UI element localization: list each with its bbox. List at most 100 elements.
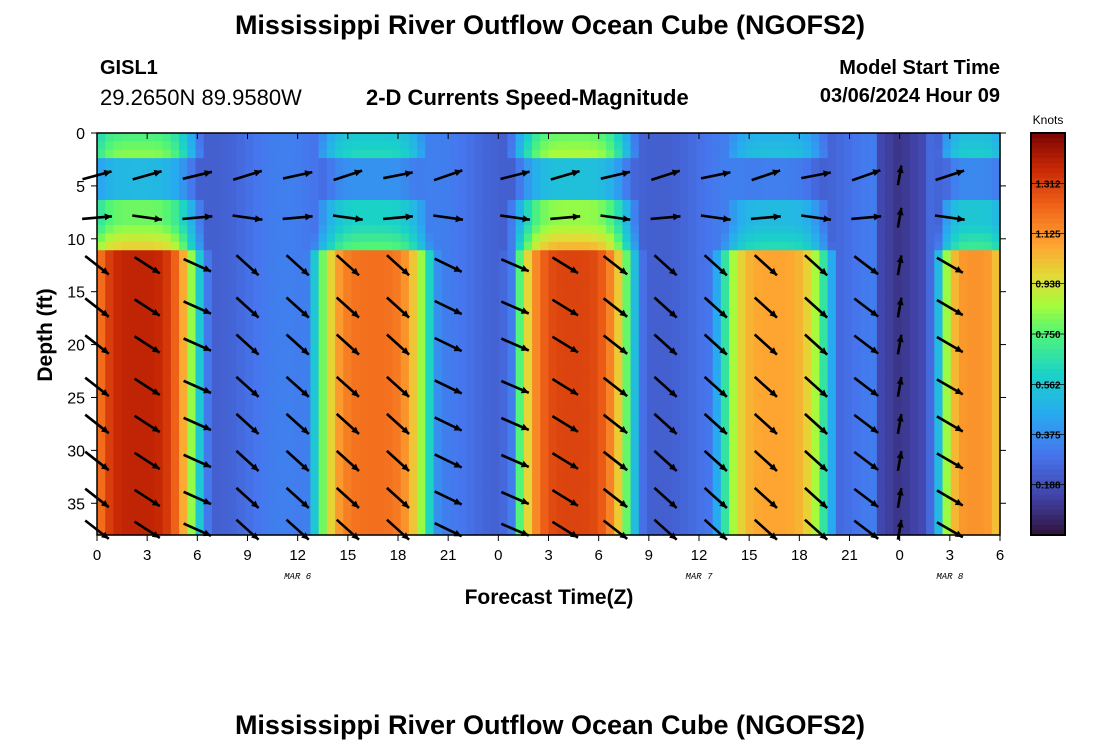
- heatmap-cell: [138, 292, 147, 302]
- heatmap-cell: [220, 384, 229, 394]
- heatmap-cell: [827, 283, 837, 293]
- heatmap-cell: [655, 250, 665, 260]
- heatmap-cell: [737, 409, 747, 419]
- heatmap-cell: [482, 468, 492, 477]
- heatmap-cell: [121, 409, 131, 419]
- heatmap-cell: [154, 359, 164, 369]
- heatmap-cell: [737, 526, 747, 536]
- heatmap-cell: [195, 258, 205, 268]
- heatmap-cell: [474, 367, 484, 377]
- heatmap-cell: [630, 459, 640, 469]
- heatmap-cell: [220, 133, 229, 142]
- heatmap-cell: [696, 468, 706, 477]
- heatmap-cell: [97, 367, 106, 377]
- heatmap-cell: [909, 216, 919, 226]
- heatmap-cell: [926, 200, 935, 209]
- heatmap-cell: [761, 367, 771, 377]
- heatmap-cell: [564, 325, 574, 335]
- heatmap-cell: [351, 191, 361, 201]
- heatmap-cell: [729, 225, 738, 235]
- heatmap-cell: [778, 317, 788, 327]
- heatmap-cell: [679, 191, 689, 201]
- heatmap-cell: [794, 250, 804, 260]
- heatmap-cell: [720, 141, 730, 151]
- heatmap-cell: [97, 325, 106, 335]
- heatmap-cell: [811, 216, 820, 226]
- heatmap-cell: [942, 283, 952, 293]
- heatmap-cell: [811, 200, 820, 209]
- heatmap-cell: [835, 493, 845, 503]
- heatmap-cell: [688, 384, 697, 394]
- heatmap-cell: [704, 367, 714, 377]
- heatmap-cell: [408, 292, 418, 302]
- heatmap-cell: [351, 350, 361, 360]
- heatmap-cell: [129, 292, 139, 302]
- heatmap-cell: [146, 300, 156, 310]
- heatmap-cell: [942, 317, 952, 327]
- heatmap-cell: [154, 191, 164, 201]
- heatmap-cell: [261, 267, 270, 276]
- heatmap-cell: [811, 308, 820, 318]
- heatmap-cell: [671, 241, 681, 251]
- heatmap-cell: [359, 518, 369, 528]
- heatmap-cell: [441, 442, 451, 452]
- heatmap-cell: [885, 501, 894, 511]
- heatmap-cell: [343, 451, 353, 461]
- heatmap-cell: [277, 283, 287, 293]
- heatmap-cell: [556, 275, 566, 285]
- heatmap-cell: [704, 258, 714, 268]
- heatmap-cell: [802, 426, 812, 436]
- heatmap-cell: [417, 300, 426, 310]
- heatmap-cell: [827, 200, 837, 209]
- heatmap-cell: [663, 241, 673, 251]
- heatmap-cell: [113, 250, 123, 260]
- heatmap-cell: [663, 174, 673, 184]
- heatmap-cell: [515, 334, 525, 343]
- heatmap-cell: [876, 133, 886, 142]
- heatmap-cell: [400, 409, 410, 419]
- heatmap-cell: [491, 325, 500, 335]
- heatmap-cell: [860, 392, 870, 402]
- heatmap-cell: [655, 166, 665, 176]
- heatmap-cell: [515, 308, 525, 318]
- heatmap-cell: [187, 250, 197, 260]
- heatmap-cell: [491, 283, 500, 293]
- heatmap-cell: [917, 442, 927, 452]
- heatmap-cell: [417, 208, 426, 218]
- heatmap-cell: [770, 409, 779, 419]
- heatmap-cell: [885, 518, 894, 528]
- heatmap-cell: [121, 401, 131, 410]
- heatmap-cell: [491, 501, 500, 511]
- heatmap-cell: [162, 275, 172, 285]
- heatmap-cell: [474, 267, 484, 276]
- heatmap-cell: [170, 158, 180, 168]
- heatmap-cell: [540, 241, 550, 251]
- heatmap-cell: [523, 292, 533, 302]
- heatmap-cell: [244, 267, 254, 276]
- heatmap-cell: [97, 392, 106, 402]
- heatmap-cell: [532, 384, 541, 394]
- heatmap-cell: [400, 459, 410, 469]
- heatmap-cell: [425, 325, 435, 335]
- heatmap-cell: [179, 233, 188, 243]
- heatmap-cell: [679, 267, 689, 276]
- heatmap-cell: [425, 509, 435, 519]
- heatmap-cell: [318, 325, 328, 335]
- heatmap-cell: [868, 493, 878, 503]
- heatmap-cell: [433, 308, 443, 318]
- heatmap-cell: [359, 149, 369, 159]
- heatmap-cell: [203, 434, 213, 444]
- heatmap-cell: [556, 317, 566, 327]
- heatmap-cell: [482, 241, 492, 251]
- heatmap-cell: [129, 267, 139, 276]
- heatmap-cell: [433, 241, 443, 251]
- heatmap-cell: [802, 417, 812, 427]
- heatmap-cell: [893, 216, 903, 226]
- heatmap-cell: [466, 267, 476, 276]
- heatmap-cell: [129, 468, 139, 477]
- heatmap-cell: [408, 258, 418, 268]
- heatmap-cell: [195, 166, 205, 176]
- heatmap-cell: [909, 225, 919, 235]
- heatmap-cell: [794, 200, 804, 209]
- heatmap-cell: [893, 409, 903, 419]
